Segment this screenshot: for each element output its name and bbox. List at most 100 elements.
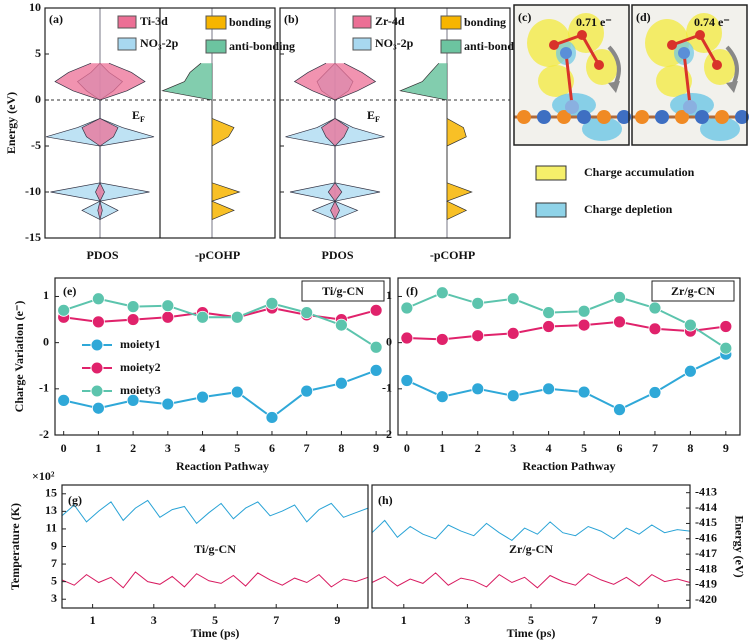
- legend-swatch: [535, 165, 567, 181]
- legend-label: anti-bonding: [229, 39, 295, 53]
- x-tick-label: 7: [652, 441, 658, 455]
- pdos-fill: [294, 63, 335, 220]
- point: [57, 303, 71, 317]
- point: [577, 318, 591, 332]
- series-line: [63, 297, 377, 349]
- panel-label: (f): [406, 284, 418, 298]
- legend-swatch: [352, 37, 372, 51]
- x-tick-label: 1: [90, 613, 96, 627]
- y-tick-label: 9: [51, 538, 57, 552]
- cohp-fill: [162, 63, 212, 220]
- axis-multiplier: ×10²: [32, 469, 55, 483]
- annotation-box: [651, 280, 735, 302]
- x-tick-label: 0: [61, 441, 67, 455]
- y2-tick-label: -418: [695, 561, 717, 575]
- y2-tick-label: -415: [695, 515, 717, 529]
- fermi-main: E: [367, 108, 375, 122]
- series-line: [406, 291, 727, 350]
- y2-tick-label: -417: [695, 546, 717, 560]
- annotation: Zr/g-CN: [671, 284, 715, 298]
- y-axis-label: Charge Variation (e⁻): [12, 301, 26, 413]
- panel-label: (a): [49, 12, 63, 26]
- x-axis-label: Reaction Pathway: [176, 459, 269, 473]
- cohp-fill: [212, 63, 240, 220]
- x-axis-label: Time (ps): [191, 626, 240, 640]
- x-tick-label: 7: [592, 613, 598, 627]
- annotation: Ti/g-CN: [194, 542, 236, 556]
- x-tick-label: 3: [464, 613, 470, 627]
- y-tick-label: 11: [46, 521, 57, 535]
- pdos-mirror: [293, 62, 336, 220]
- point: [542, 320, 556, 333]
- image-frame: [513, 4, 630, 146]
- legend-label: Ti-3d: [140, 14, 168, 28]
- image-frame: [631, 4, 748, 146]
- point: [196, 310, 209, 324]
- x-axis-label: -pCOHP: [430, 248, 475, 262]
- y-tick-label: 7: [51, 556, 57, 570]
- point: [648, 386, 662, 399]
- series-line: [371, 519, 691, 542]
- point: [471, 329, 485, 343]
- point: [334, 318, 348, 332]
- pdos-curve: [99, 62, 146, 220]
- y2-tick-label: -414: [695, 500, 717, 514]
- x-tick-label: 8: [338, 441, 344, 455]
- legend-label: moiety3: [120, 383, 161, 397]
- x-tick-label: 5: [528, 613, 534, 627]
- y-tick-label: 1: [43, 288, 49, 302]
- point: [613, 315, 626, 329]
- series-line: [61, 571, 369, 589]
- legend-marker: [90, 338, 104, 352]
- panel-label: (g): [68, 493, 82, 507]
- point: [719, 341, 733, 355]
- point: [648, 322, 662, 336]
- point: [91, 315, 105, 329]
- point: [506, 389, 520, 403]
- cohp-fill: [400, 63, 447, 220]
- point: [196, 390, 209, 404]
- legend-label: Charge depletion: [584, 202, 673, 216]
- legend-swatch: [205, 15, 227, 30]
- legend-label: NO₃-2p: [140, 36, 179, 50]
- point: [161, 299, 175, 313]
- y2-tick-label: -416: [695, 531, 717, 545]
- annotation: Zr/g-CN: [509, 542, 553, 556]
- series-line: [63, 306, 377, 323]
- pdos-fill: [335, 63, 376, 220]
- panel-label: (e): [63, 284, 76, 298]
- y2-tick-label: -413: [695, 484, 717, 498]
- x-tick-label: 4: [200, 441, 206, 455]
- point: [265, 411, 279, 424]
- series-line: [371, 572, 691, 589]
- charge-annotation: 0.71 e⁻: [576, 15, 612, 29]
- panel-label: (d): [636, 10, 651, 24]
- panel-label: (c): [518, 10, 531, 24]
- legend-swatch: [352, 15, 372, 29]
- point: [91, 292, 105, 306]
- y-tick-label: -1: [39, 381, 49, 395]
- y-tick-label: 0: [386, 334, 392, 348]
- point: [126, 313, 140, 326]
- point: [300, 384, 314, 398]
- x-tick-label: 7: [304, 441, 310, 455]
- point: [683, 364, 697, 378]
- fermi-main: E: [132, 108, 140, 122]
- legend-marker: [90, 384, 104, 398]
- point: [435, 333, 449, 346]
- point: [471, 296, 485, 310]
- pdos-mirror: [54, 62, 101, 220]
- legend-label: bonding: [229, 15, 271, 29]
- point: [57, 393, 71, 407]
- x-tick-label: 6: [269, 441, 275, 455]
- point: [126, 300, 140, 314]
- point: [648, 301, 662, 315]
- point: [91, 401, 105, 415]
- x-tick-label: 6: [617, 441, 623, 455]
- y2-tick-label: -420: [695, 592, 717, 606]
- legend-swatch: [440, 39, 462, 54]
- point: [230, 310, 244, 324]
- legend-swatch: [535, 202, 567, 218]
- x-axis-label: Time (ps): [507, 626, 556, 640]
- legend-label: NO₃-2p: [375, 36, 414, 50]
